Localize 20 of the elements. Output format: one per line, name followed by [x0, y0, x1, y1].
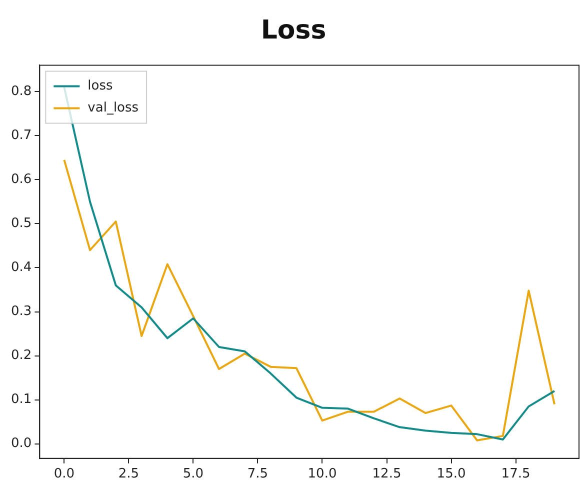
chart-title: Loss [260, 15, 326, 46]
legend-label: loss [88, 78, 114, 94]
y-tick-label: 0.4 [10, 260, 32, 276]
y-tick-label: 0.3 [10, 304, 32, 320]
y-tick-label: 0.8 [10, 84, 32, 99]
legend-label: val_loss [88, 100, 139, 116]
y-tick-label: 0.7 [10, 128, 32, 144]
y-tick-label: 0.2 [10, 348, 32, 364]
x-tick-label: 0.0 [54, 466, 75, 482]
y-tick-label: 0.5 [10, 216, 32, 232]
y-tick-label: 0.1 [10, 392, 32, 408]
x-tick-label: 5.0 [182, 466, 204, 482]
x-tick-label: 17.5 [501, 466, 530, 482]
x-tick-label: 2.5 [118, 466, 140, 482]
y-tick-label: 0.6 [10, 172, 32, 188]
y-tick-label: 0.0 [10, 436, 32, 452]
x-tick-label: 15.0 [436, 466, 466, 482]
x-tick-label: 7.5 [247, 466, 268, 482]
x-tick-label: 12.5 [372, 466, 402, 482]
x-tick-label: 10.0 [308, 466, 337, 482]
